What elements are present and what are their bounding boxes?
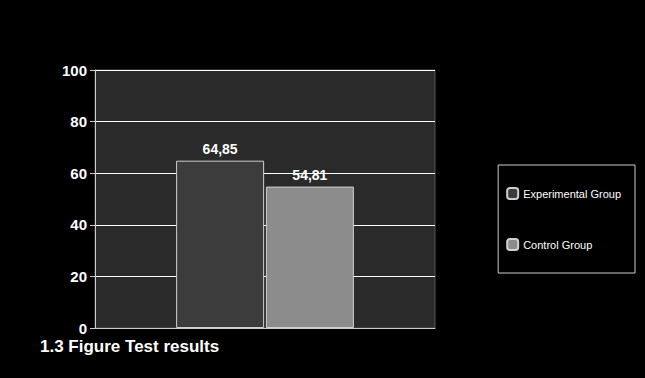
svg-text:64,85: 64,85 <box>203 141 238 157</box>
svg-text:60: 60 <box>70 165 87 182</box>
svg-text:100: 100 <box>62 62 87 79</box>
svg-text:Control Group: Control Group <box>523 239 592 251</box>
svg-text:54,81: 54,81 <box>292 167 327 183</box>
svg-text:0: 0 <box>79 320 87 337</box>
svg-text:20: 20 <box>70 268 87 285</box>
svg-text:1.3 Figure Test results: 1.3 Figure Test results <box>40 337 219 356</box>
svg-text:80: 80 <box>70 113 87 130</box>
svg-text:40: 40 <box>70 216 87 233</box>
svg-text:Experimental Group: Experimental Group <box>523 188 621 200</box>
